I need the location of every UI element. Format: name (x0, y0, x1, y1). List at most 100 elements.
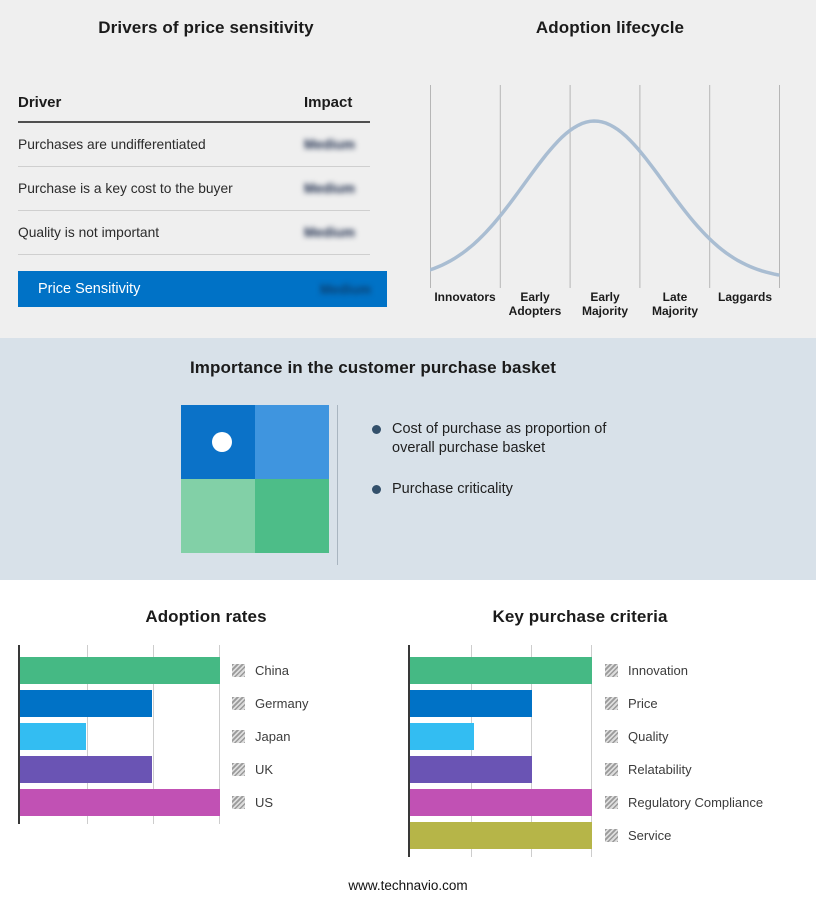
bar-quality (410, 723, 474, 750)
legend-hatched-swatch (232, 664, 245, 677)
adoption-bars (20, 657, 220, 816)
drivers-table: Driver Impact Purchases are undifferenti… (18, 90, 370, 255)
adoption-rates-chart (18, 645, 220, 824)
legend-item-regulatory-compliance: Regulatory Compliance (605, 789, 805, 816)
stage-label-late-majority: Late Majority (651, 290, 698, 319)
legend-item-china: China (232, 657, 397, 684)
price-sensitivity-impact-blurred: Medium (319, 281, 371, 297)
basket-title: Importance in the customer purchase bask… (189, 358, 557, 377)
legend-hatched-swatch (232, 697, 245, 710)
legend-item-us: US (232, 789, 397, 816)
gridline (591, 645, 592, 857)
impact-cell-blurred: Medium (304, 225, 356, 240)
bar-japan (20, 723, 86, 750)
legend-hatched-swatch (605, 796, 618, 809)
legend-label: Regulatory Compliance (628, 795, 764, 810)
purchase-basket-band: Importance in the customer purchase bask… (0, 338, 816, 580)
criteria-bars (410, 657, 592, 849)
website-url: www.technavio.com (348, 878, 468, 893)
legend-label: Quality (628, 729, 669, 744)
legend-item-quality: Quality (605, 723, 805, 750)
bar-price (410, 690, 532, 717)
bullet-dot-icon (372, 425, 381, 434)
stage-label-early-majority: Early Majority (581, 290, 628, 319)
legend-item-germany: Germany (232, 690, 397, 717)
bullet-dot-icon (372, 485, 381, 495)
lifecycle-panel-title: Adoption lifecycle (535, 18, 685, 37)
legend-label: Relatability (628, 762, 692, 777)
legend-label: Germany (255, 696, 309, 711)
gridline (470, 645, 472, 857)
bar-uk (20, 756, 152, 783)
key-purchase-criteria-title: Key purchase criteria (492, 607, 668, 626)
bar-row-price (410, 690, 592, 717)
stage-label-innovators: Innovators (434, 290, 496, 304)
adoption-legend: China Germany Japan UK US (232, 657, 397, 822)
legend-hatched-swatch (605, 697, 618, 710)
position-marker-dot (212, 432, 232, 452)
impact-cell-blurred: Medium (304, 137, 356, 152)
legend-label: Service (628, 828, 672, 843)
gridline (153, 645, 155, 824)
bar-innovation (410, 657, 592, 684)
bar-row-relatability (410, 756, 592, 783)
bullet-text: Cost of purchase as proportion of overal… (392, 421, 607, 457)
gridline (531, 645, 533, 857)
bar-row-china (20, 657, 220, 684)
bar-row-regulatory-compliance (410, 789, 592, 816)
quadrant-bottom-left (181, 479, 255, 553)
legend-item-price: Price (605, 690, 805, 717)
bar-regulatory-compliance (410, 789, 592, 816)
table-row: Purchases are undifferentiated Medium (18, 123, 370, 167)
bar-row-us (20, 789, 220, 816)
legend-item-innovation: Innovation (605, 657, 805, 684)
bar-relatability (410, 756, 532, 783)
legend-label: Innovation (628, 663, 688, 678)
bar-row-japan (20, 723, 220, 750)
legend-item-relatability: Relatability (605, 756, 805, 783)
quadrant-bottom-right (255, 479, 329, 553)
basket-bullet-list: Cost of purchase as proportion of overal… (372, 420, 624, 521)
price-sensitivity-summary-row: Price Sensitivity Medium (18, 271, 387, 307)
legend-label: US (255, 795, 274, 810)
adoption-rates-title: Adoption rates (145, 607, 267, 626)
stage-label-early-adopters: Early Adopters (508, 290, 562, 319)
table-row: Quality is not important Medium (18, 211, 370, 255)
bar-row-uk (20, 756, 220, 783)
legend-label: Price (628, 696, 658, 711)
price-sensitivity-label: Price Sensitivity (38, 281, 141, 297)
bar-china (20, 657, 220, 684)
drivers-table-header: Driver Impact (18, 90, 370, 123)
legend-hatched-swatch (232, 796, 245, 809)
purchase-basket-quadrant (181, 405, 329, 553)
bar-row-innovation (410, 657, 592, 684)
drivers-panel-title: Drivers of price sensitivity (98, 18, 314, 37)
driver-cell: Purchase is a key cost to the buyer (18, 181, 233, 196)
impact-cell-blurred: Medium (304, 181, 356, 196)
legend-label: UK (255, 762, 274, 777)
legend-hatched-swatch (232, 730, 245, 743)
driver-cell: Purchases are undifferentiated (18, 137, 206, 152)
legend-hatched-swatch (605, 763, 618, 776)
bar-us (20, 789, 220, 816)
bar-row-germany (20, 690, 220, 717)
bar-row-service (410, 822, 592, 849)
legend-hatched-swatch (605, 829, 618, 842)
top-band: Drivers of price sensitivity Driver Impa… (0, 0, 816, 338)
legend-hatched-swatch (605, 730, 618, 743)
legend-hatched-swatch (605, 664, 618, 677)
lifecycle-stage-labels: Innovators Early Adopters Early Majority… (430, 290, 780, 318)
bullet-text: Purchase criticality (392, 481, 513, 498)
quadrant-top-right (255, 405, 329, 479)
adoption-lifecycle-chart (430, 85, 780, 288)
legend-item-service: Service (605, 822, 805, 849)
bottom-band: Adoption rates Key purchase criteria Chi… (0, 580, 816, 902)
driver-cell: Quality is not important (18, 225, 160, 240)
legend-label: China (255, 663, 289, 678)
bell-curve (430, 119, 780, 277)
gridline (219, 645, 220, 824)
bar-row-quality (410, 723, 592, 750)
list-item: Purchase criticality (372, 480, 624, 499)
table-row: Purchase is a key cost to the buyer Medi… (18, 167, 370, 211)
col-header-impact: Impact (304, 94, 353, 111)
